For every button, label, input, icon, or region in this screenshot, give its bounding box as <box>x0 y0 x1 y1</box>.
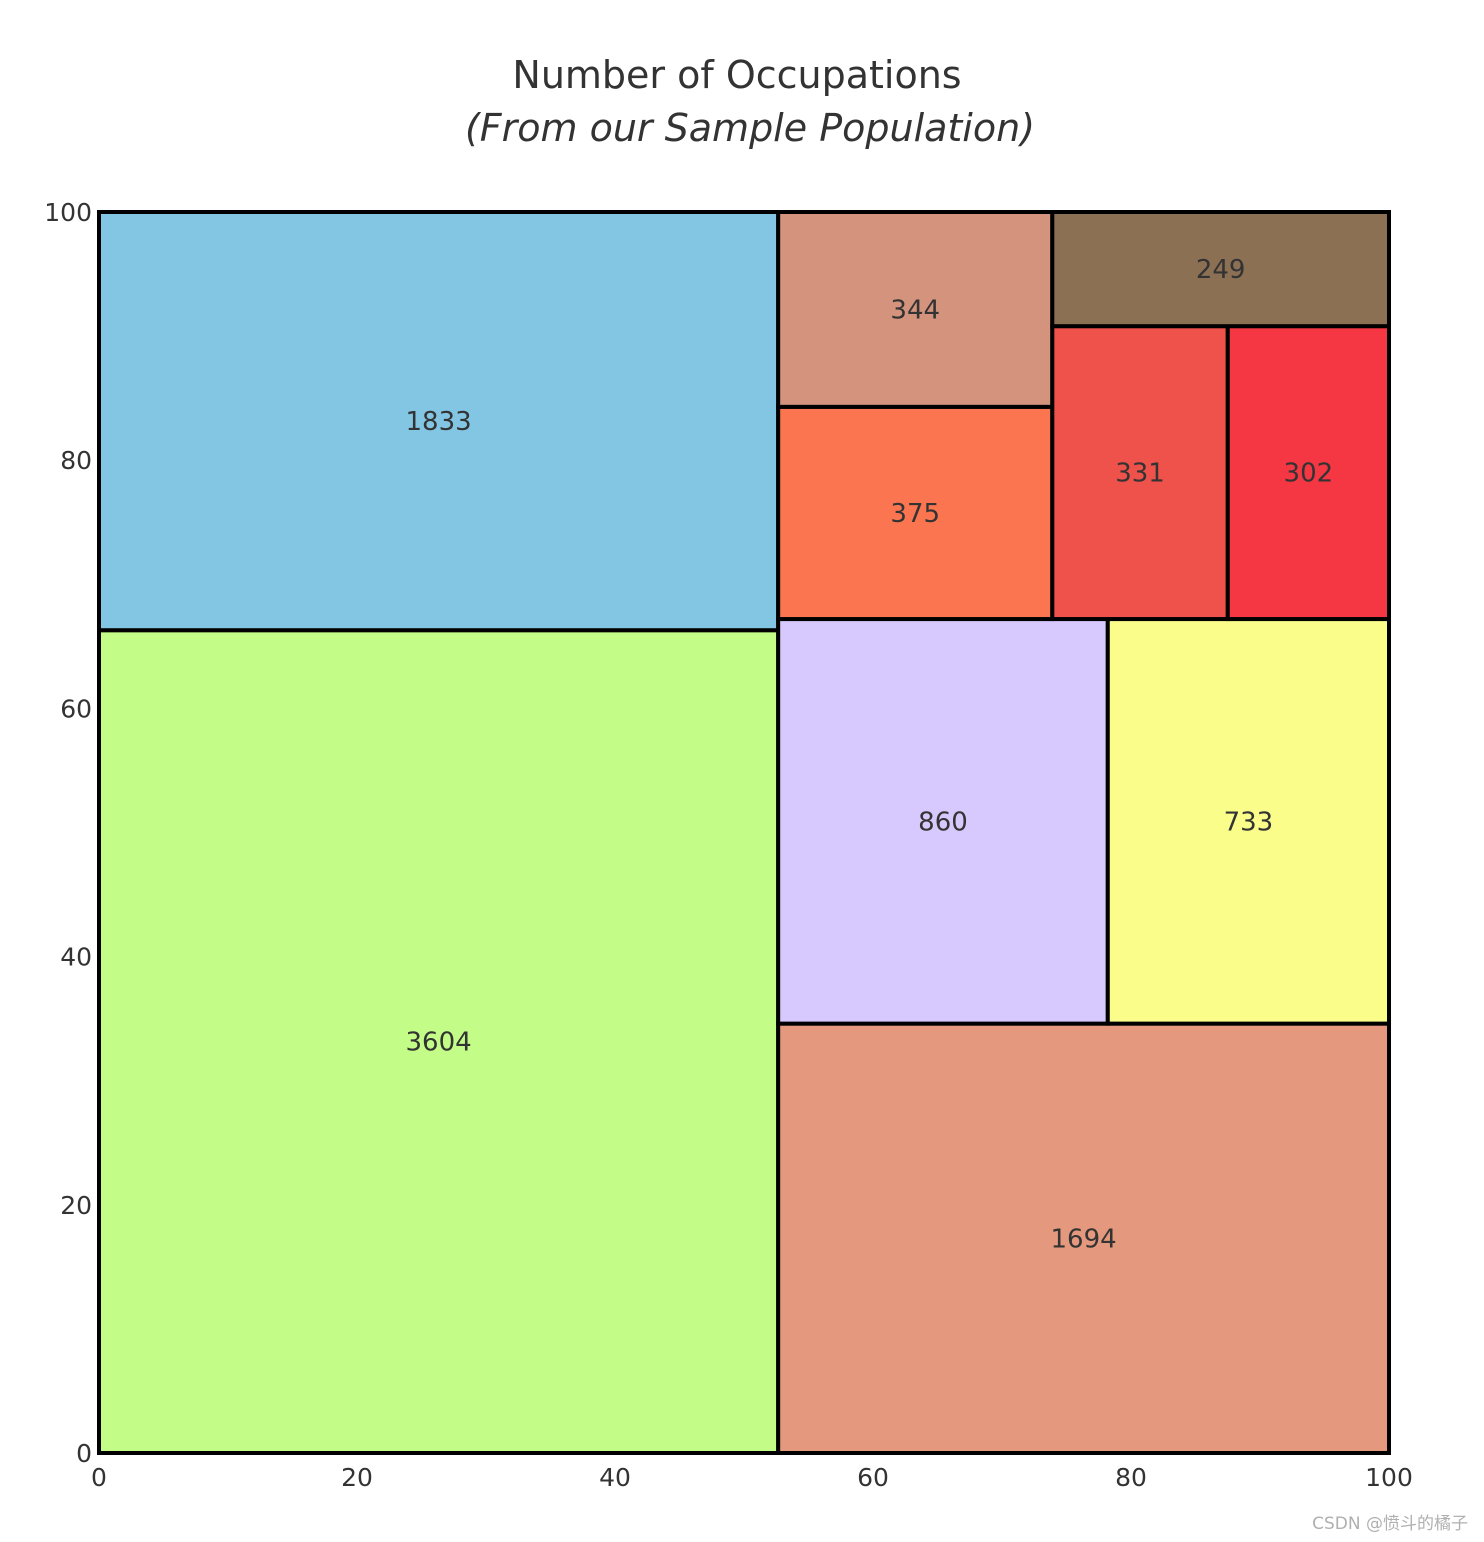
x-tick-label: 40 <box>599 1463 631 1492</box>
y-tick-label: 40 <box>60 943 92 972</box>
x-tick-label: 20 <box>341 1463 373 1492</box>
treemap-label-302: 302 <box>1284 459 1334 489</box>
treemap-label-1833: 1833 <box>406 407 472 437</box>
y-tick-label: 100 <box>44 198 92 227</box>
chart-subtitle: (From our Sample Population) <box>465 106 1035 150</box>
treemap-label-733: 733 <box>1224 807 1274 837</box>
treemap-cells: 3604 1833 1694 860 733 375 344 331 302 249 <box>97 210 1392 1455</box>
treemap-label-249: 249 <box>1196 255 1246 285</box>
treemap-label-375: 375 <box>890 499 940 529</box>
watermark: CSDN @愤斗的橘子 <box>1312 1514 1468 1534</box>
treemap-rect-375 <box>776 404 1055 622</box>
y-tick-label: 60 <box>60 694 92 723</box>
treemap-rect-344 <box>776 210 1055 409</box>
treemap-label-3604: 3604 <box>406 1028 472 1058</box>
treemap-rect-249 <box>1050 210 1392 329</box>
treemap-rect-733 <box>1105 617 1392 1026</box>
y-tick-label: 20 <box>60 1191 92 1220</box>
treemap-rect-3604 <box>97 628 781 1455</box>
treemap-rect-1833 <box>97 210 781 633</box>
x-tick-label: 100 <box>1365 1463 1413 1492</box>
treemap-rect-302 <box>1225 324 1391 622</box>
treemap-rect-860 <box>776 617 1110 1026</box>
treemap-label-331: 331 <box>1115 459 1165 489</box>
treemap-label-1694: 1694 <box>1051 1224 1117 1254</box>
treemap-rect-331 <box>1050 324 1230 622</box>
treemap-label-344: 344 <box>890 295 940 325</box>
x-tick-label: 80 <box>1115 1463 1147 1492</box>
treemap-label-860: 860 <box>918 807 968 837</box>
x-tick-label: 0 <box>91 1463 107 1492</box>
y-tick-label: 80 <box>60 446 92 475</box>
chart-title: Number of Occupations <box>512 53 961 97</box>
x-tick-label: 60 <box>857 1463 889 1492</box>
y-tick-label: 0 <box>76 1439 92 1468</box>
y-axis: 0 20 40 60 80 100 <box>44 198 92 1468</box>
x-axis: 0 20 40 60 80 100 <box>91 1463 1413 1492</box>
